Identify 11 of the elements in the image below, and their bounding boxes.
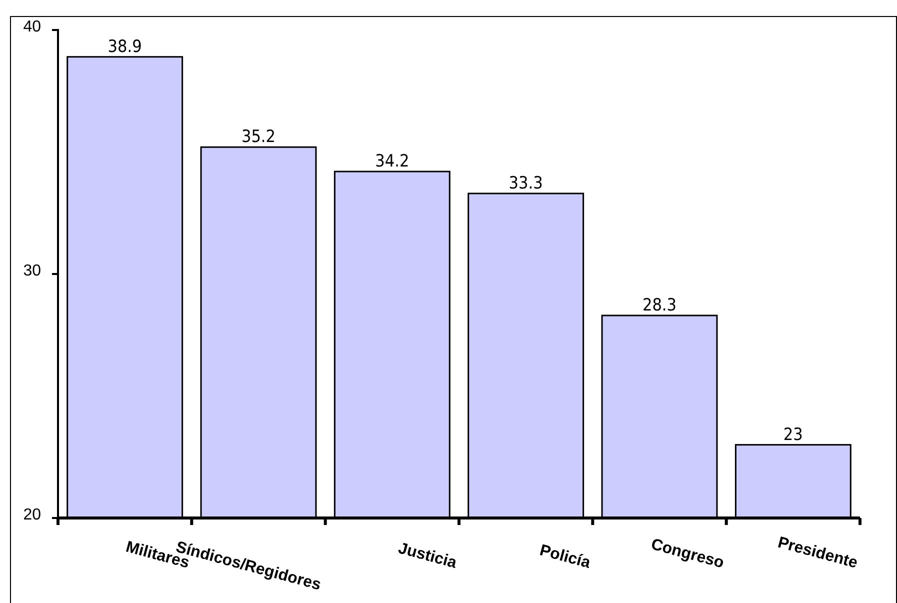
x-tick-label: Policía bbox=[538, 542, 592, 572]
data-label: 35.2 bbox=[241, 127, 276, 148]
y-tick-label: 30 bbox=[23, 262, 42, 280]
data-label: 33.3 bbox=[508, 173, 543, 194]
x-tick-label: Justicia bbox=[396, 540, 458, 572]
data-label: 23 bbox=[783, 424, 803, 445]
y-tick-label: 20 bbox=[23, 506, 42, 524]
y-tick-label: 40 bbox=[23, 18, 42, 36]
data-label: 28.3 bbox=[642, 295, 677, 316]
data-label: 34.2 bbox=[375, 152, 410, 172]
data-label: 38.9 bbox=[108, 36, 142, 57]
